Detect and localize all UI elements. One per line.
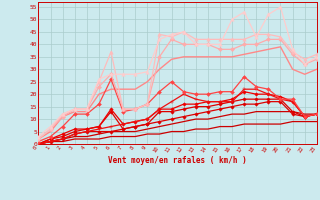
X-axis label: Vent moyen/en rafales ( km/h ): Vent moyen/en rafales ( km/h ) — [108, 156, 247, 165]
